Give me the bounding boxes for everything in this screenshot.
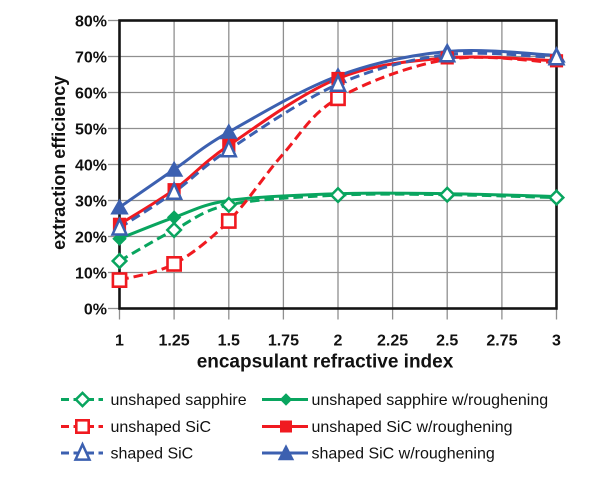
svg-text:2: 2: [334, 333, 343, 350]
svg-text:50%: 50%: [75, 121, 107, 138]
svg-text:shaped SiC w/roughening: shaped SiC w/roughening: [312, 446, 495, 463]
svg-text:20%: 20%: [75, 229, 107, 246]
svg-text:unshaped sapphire: unshaped sapphire: [111, 392, 247, 409]
svg-text:unshaped sapphire w/roughening: unshaped sapphire w/roughening: [312, 392, 549, 409]
svg-text:1.75: 1.75: [268, 333, 299, 350]
svg-text:70%: 70%: [75, 49, 107, 66]
svg-text:0%: 0%: [84, 301, 107, 318]
svg-text:3: 3: [552, 333, 561, 350]
svg-text:2.75: 2.75: [486, 333, 517, 350]
svg-text:30%: 30%: [75, 193, 107, 210]
svg-text:1: 1: [115, 333, 124, 350]
svg-text:2.5: 2.5: [436, 333, 458, 350]
svg-text:encapsulant refractive index: encapsulant refractive index: [197, 352, 454, 373]
svg-text:1.5: 1.5: [218, 333, 240, 350]
svg-text:unshaped SiC: unshaped SiC: [111, 419, 212, 436]
svg-text:unshaped SiC w/roughening: unshaped SiC w/roughening: [312, 419, 513, 436]
svg-text:shaped SiC: shaped SiC: [111, 446, 194, 463]
svg-text:40%: 40%: [75, 157, 107, 174]
svg-text:1.25: 1.25: [159, 333, 190, 350]
svg-text:60%: 60%: [75, 85, 107, 102]
svg-text:80%: 80%: [75, 13, 107, 30]
svg-text:extraction efficiency: extraction efficiency: [49, 76, 69, 250]
svg-text:10%: 10%: [75, 265, 107, 282]
svg-text:2.25: 2.25: [377, 333, 408, 350]
